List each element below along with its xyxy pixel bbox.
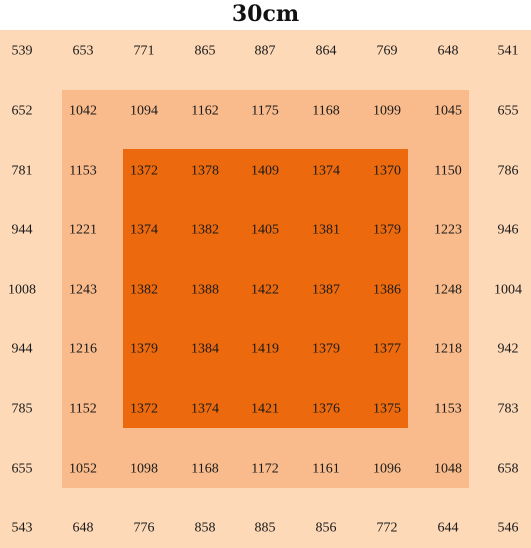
cell-value-r4-c3: 1374 xyxy=(130,223,158,238)
cell-value-r3-c3: 1372 xyxy=(130,164,158,179)
cell-value-r8-c5: 1172 xyxy=(251,462,278,477)
cell-value-r9-c5: 885 xyxy=(255,521,276,536)
cell-value-r5-c6: 1387 xyxy=(312,283,340,298)
cell-value-r1-c7: 769 xyxy=(377,44,398,59)
cell-value-r6-c7: 1377 xyxy=(373,342,401,357)
cell-value-r8-c2: 1052 xyxy=(69,462,97,477)
cell-value-r4-c8: 1223 xyxy=(434,223,462,238)
cell-value-r6-c6: 1379 xyxy=(312,342,340,357)
value-label-layer: 539 653 771 865 887 864 769 648 541 652 1042 1094 11… xyxy=(8,44,522,536)
cell-value-r3-c4: 1378 xyxy=(191,164,219,179)
cell-value-r3-c8: 1150 xyxy=(434,164,461,179)
cell-value-r5-c8: 1248 xyxy=(434,283,462,298)
cell-value-r3-c6: 1374 xyxy=(312,164,340,179)
cell-value-r9-c2: 648 xyxy=(73,521,94,536)
cell-value-r1-c9: 541 xyxy=(498,44,519,59)
cell-value-r8-c1: 655 xyxy=(12,462,33,477)
cell-value-r6-c9: 942 xyxy=(498,342,519,357)
cell-value-r4-c7: 1379 xyxy=(373,223,401,238)
cell-value-r9-c6: 856 xyxy=(316,521,337,536)
cell-value-r7-c4: 1374 xyxy=(191,402,219,417)
cell-value-r8-c4: 1168 xyxy=(191,462,218,477)
cell-value-r2-c8: 1045 xyxy=(434,104,462,119)
cell-value-r4-c5: 1405 xyxy=(251,223,279,238)
cell-value-r4-c9: 946 xyxy=(498,223,519,238)
cell-value-r7-c1: 785 xyxy=(12,402,33,417)
cell-value-r2-c1: 652 xyxy=(12,104,33,119)
cell-value-r5-c1: 1008 xyxy=(8,283,36,298)
cell-value-r7-c3: 1372 xyxy=(130,402,158,417)
cell-value-r5-c3: 1382 xyxy=(130,283,158,298)
cell-value-r7-c6: 1376 xyxy=(312,402,340,417)
cell-value-r1-c2: 653 xyxy=(73,44,94,59)
cell-value-r5-c9: 1004 xyxy=(494,283,522,298)
cell-value-r4-c1: 944 xyxy=(12,223,33,238)
cell-value-r9-c4: 858 xyxy=(195,521,216,536)
cell-value-r4-c2: 1221 xyxy=(69,223,97,238)
cell-value-r1-c6: 864 xyxy=(316,44,337,59)
cell-value-r1-c8: 648 xyxy=(438,44,459,59)
cell-value-r9-c8: 644 xyxy=(438,521,459,536)
zone-inner xyxy=(123,149,408,428)
cell-value-r6-c8: 1218 xyxy=(434,342,462,357)
cell-value-r2-c7: 1099 xyxy=(373,104,401,119)
cell-value-r3-c9: 786 xyxy=(498,164,519,179)
cell-value-r7-c2: 1152 xyxy=(69,402,96,417)
cell-value-r4-c6: 1381 xyxy=(312,223,340,238)
cell-value-r9-c9: 546 xyxy=(498,521,519,536)
cell-value-r1-c3: 771 xyxy=(134,44,155,59)
cell-value-r6-c5: 1419 xyxy=(251,342,279,357)
cell-value-r1-c5: 887 xyxy=(255,44,276,59)
cell-value-r2-c9: 655 xyxy=(498,104,519,119)
cell-value-r2-c5: 1175 xyxy=(251,104,278,119)
cell-value-r1-c4: 865 xyxy=(195,44,216,59)
cell-value-r3-c7: 1370 xyxy=(373,164,401,179)
cell-value-r3-c1: 781 xyxy=(12,164,33,179)
cell-value-r5-c4: 1388 xyxy=(191,283,219,298)
cell-value-r3-c5: 1409 xyxy=(251,164,279,179)
cell-value-r5-c5: 1422 xyxy=(251,283,279,298)
cell-value-r7-c8: 1153 xyxy=(434,402,461,417)
cell-value-r3-c2: 1153 xyxy=(69,164,96,179)
chart-title: 30cm xyxy=(231,1,300,27)
cell-value-r9-c3: 776 xyxy=(134,521,155,536)
cell-value-r2-c2: 1042 xyxy=(69,104,97,119)
cell-value-r2-c3: 1094 xyxy=(130,104,158,119)
cell-value-r8-c6: 1161 xyxy=(312,462,339,477)
cell-value-r5-c2: 1243 xyxy=(69,283,97,298)
cell-value-r6-c3: 1379 xyxy=(130,342,158,357)
cell-value-r2-c6: 1168 xyxy=(312,104,339,119)
cell-value-r9-c1: 543 xyxy=(12,521,33,536)
cell-value-r6-c2: 1216 xyxy=(69,342,97,357)
cell-value-r4-c4: 1382 xyxy=(191,223,219,238)
cell-value-r5-c7: 1386 xyxy=(373,283,401,298)
cell-value-r2-c4: 1162 xyxy=(191,104,218,119)
cell-value-r8-c9: 658 xyxy=(498,462,519,477)
cell-value-r6-c1: 944 xyxy=(12,342,33,357)
cell-value-r8-c3: 1098 xyxy=(130,462,158,477)
cell-value-r1-c1: 539 xyxy=(12,44,33,59)
cell-value-r9-c7: 772 xyxy=(377,521,398,536)
heatmap-chart: 539 653 771 865 887 864 769 648 541 652 1042 1094 11… xyxy=(0,30,531,548)
cell-value-r7-c5: 1421 xyxy=(251,402,279,417)
cell-value-r8-c7: 1096 xyxy=(373,462,401,477)
zone-layer xyxy=(0,30,531,548)
cell-value-r8-c8: 1048 xyxy=(434,462,462,477)
cell-value-r7-c7: 1375 xyxy=(373,402,401,417)
cell-value-r6-c4: 1384 xyxy=(191,342,219,357)
cell-value-r7-c9: 783 xyxy=(498,402,519,417)
